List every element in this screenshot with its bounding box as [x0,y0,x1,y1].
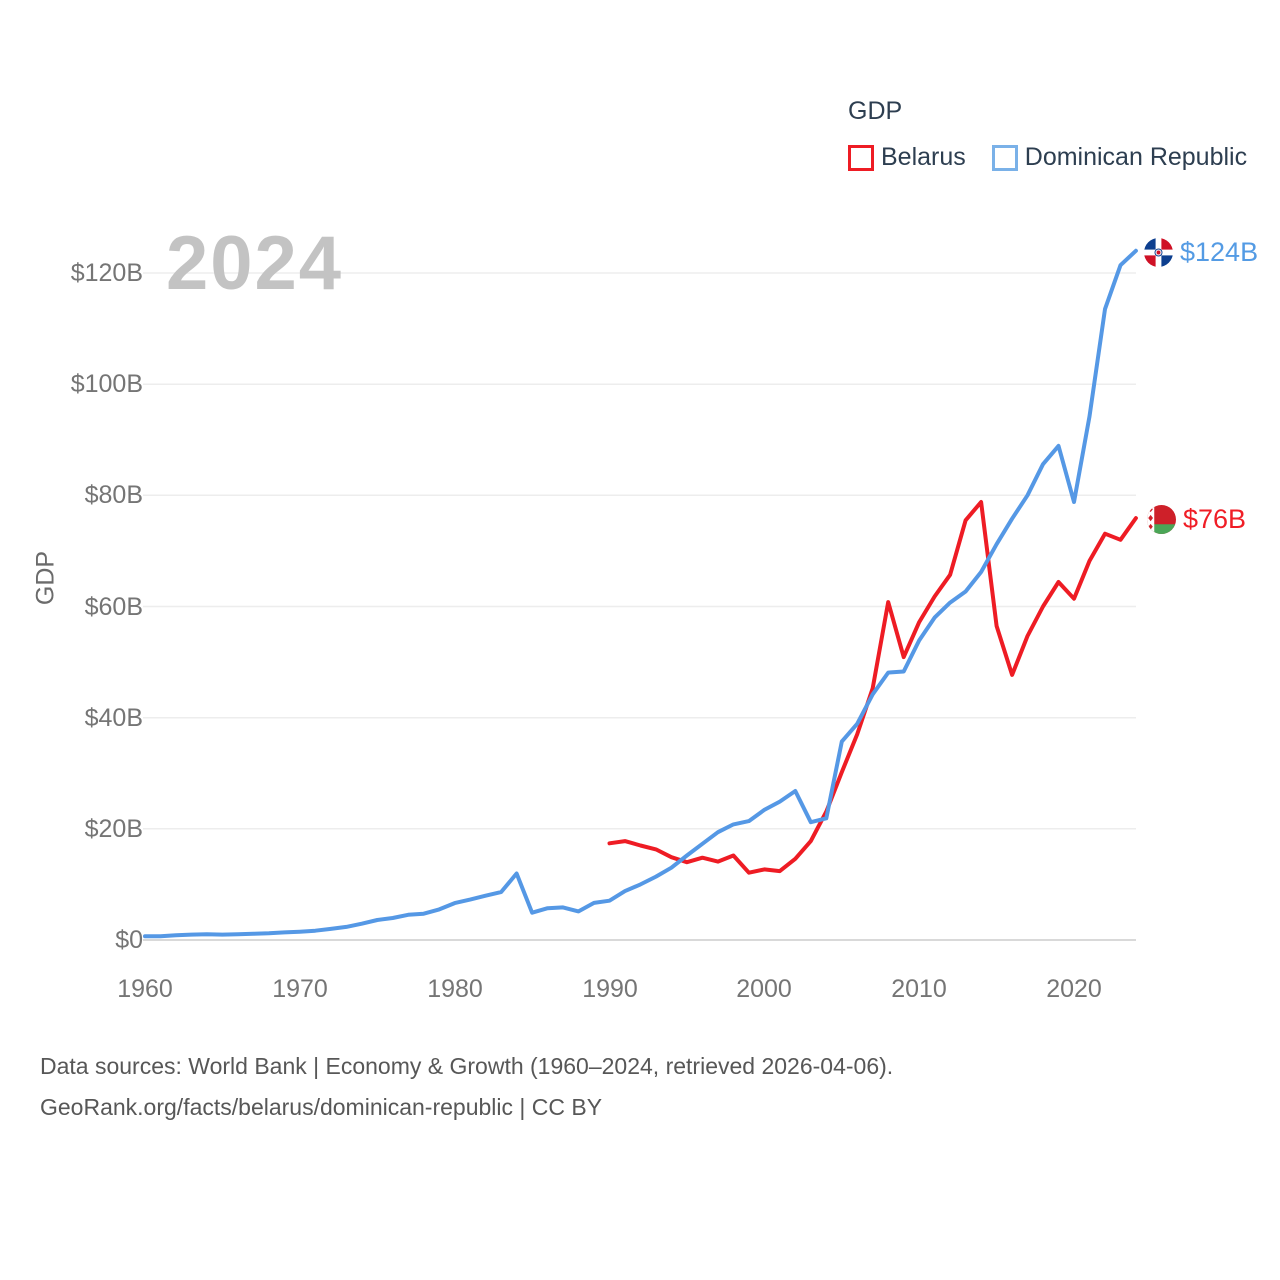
legend-item-dominican-republic: Dominican Republic [991,143,1248,172]
y-tick-label: $120B [70,259,143,287]
belarus-end-label: $76B [1147,504,1246,535]
watermark-year: 2024 [166,221,344,306]
dominican-republic-end-label: $124B [1144,237,1258,268]
belarus-flag-icon [1147,505,1176,534]
legend-items: Belarus Dominican Republic [848,143,1247,172]
legend: GDP Belarus Dominican Republic [848,97,1247,172]
x-tick-label: 1990 [582,975,638,1003]
source-url-line: GeoRank.org/facts/belarus/dominican-repu… [40,1094,603,1120]
series-line-dominican-republic [143,248,1138,939]
legend-title: GDP [848,97,903,125]
x-tick-label: 2000 [736,975,792,1003]
series-line-belarus [607,500,1138,875]
y-axis-title: GDP [31,550,60,606]
data-sources-line: Data sources: World Bank | Economy & Gro… [40,1053,894,1079]
dominican-republic-end-value: $124B [1180,237,1259,267]
x-tick-label: 1970 [272,975,328,1003]
legend-label: Belarus [881,143,966,171]
y-tick-label: $40B [84,704,143,732]
y-tick-label: $60B [84,593,143,621]
legend-label: Dominican Republic [1024,143,1248,171]
belarus-swatch-icon [848,144,874,171]
y-tick-label: $80B [84,481,143,509]
x-tick-label: 2020 [1046,975,1102,1003]
y-tick-label: $0 [115,926,143,954]
dominican-republic-flag-icon [1144,238,1173,267]
dominican-republic-swatch-icon [991,144,1018,171]
x-tick-label: 1980 [427,975,483,1003]
x-tick-label: 1960 [117,975,173,1003]
legend-item-belarus: Belarus [848,143,966,172]
y-tick-label: $20B [84,815,143,843]
footer-attribution: Data sources: World Bank | Economy & Gro… [40,1046,893,1128]
x-tick-label: 2010 [891,975,947,1003]
belarus-end-value: $76B [1183,504,1247,534]
y-tick-label: $100B [70,370,143,398]
